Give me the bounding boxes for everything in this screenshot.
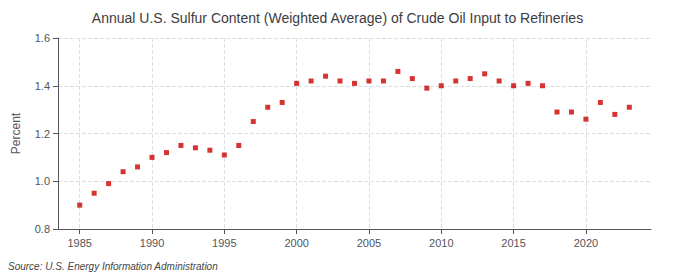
svg-text:1.0: 1.0 bbox=[35, 175, 50, 187]
svg-text:2020: 2020 bbox=[574, 237, 598, 249]
svg-text:1985: 1985 bbox=[67, 237, 91, 249]
svg-text:1.2: 1.2 bbox=[35, 128, 50, 140]
svg-text:1.6: 1.6 bbox=[35, 32, 50, 44]
svg-text:Percent: Percent bbox=[9, 112, 23, 154]
svg-text:1990: 1990 bbox=[140, 237, 164, 249]
svg-text:2015: 2015 bbox=[501, 237, 525, 249]
svg-text:2010: 2010 bbox=[429, 237, 453, 249]
svg-text:1.4: 1.4 bbox=[35, 80, 50, 92]
svg-text:0.8: 0.8 bbox=[35, 223, 50, 235]
svg-text:Annual U.S. Sulfur Content (We: Annual U.S. Sulfur Content (Weighted Ave… bbox=[92, 10, 583, 26]
svg-text:1995: 1995 bbox=[212, 237, 236, 249]
svg-text:Source: U.S. Energy Informatio: Source: U.S. Energy Information Administ… bbox=[8, 261, 218, 272]
svg-text:2000: 2000 bbox=[284, 237, 308, 249]
svg-text:2005: 2005 bbox=[357, 237, 381, 249]
